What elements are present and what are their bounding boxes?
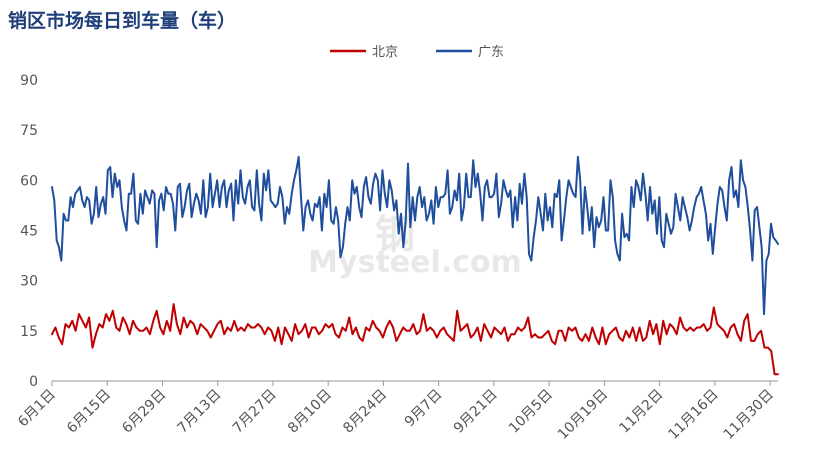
y-tick-label: 75 (20, 123, 38, 139)
y-tick-label: 0 (29, 374, 38, 390)
y-tick-label: 90 (20, 73, 38, 89)
x-tick-label: 9月7日 (402, 387, 446, 431)
watermark-glyph: 钢 (375, 212, 415, 258)
legend: 北京 广东 (330, 45, 504, 60)
x-tick-label: 9月21日 (451, 387, 501, 437)
legend-label-1: 北京 (372, 45, 398, 60)
watermark-text: Mysteel.com (308, 245, 522, 280)
chart-title: 销区市场每日到车量（车） (8, 10, 237, 32)
x-tick-label: 8月10日 (285, 387, 335, 437)
x-tick-label: 7月13日 (175, 387, 225, 437)
series-layer (51, 155, 779, 376)
y-tick-label: 45 (20, 224, 38, 240)
x-tick-label: 8月24日 (340, 387, 390, 437)
y-tick-label: 15 (20, 324, 38, 340)
x-tick-label: 10月5日 (506, 387, 556, 437)
x-tick-label: 6月29日 (119, 387, 169, 437)
y-tick-label: 60 (20, 173, 38, 189)
x-tick-label: 11月30日 (721, 387, 777, 443)
x-tick-label: 6月1日 (15, 387, 59, 431)
y-axis: 0 15 30 45 60 75 90 (20, 73, 38, 390)
x-tick-label: 11月2日 (616, 387, 666, 437)
series-line-2 (51, 155, 779, 316)
x-tick-label: 6月15日 (64, 387, 114, 437)
x-tick-label: 10月19日 (555, 387, 611, 443)
y-tick-label: 30 (20, 274, 38, 290)
x-axis: 6月1日 6月15日 6月29日 7月13日 7月27日 8月10日 8月24日 9月7日 9月… (15, 380, 778, 443)
legend-label-2: 广东 (478, 45, 504, 60)
x-tick-label: 11月16日 (665, 387, 721, 443)
x-tick-label: 7月27日 (230, 387, 280, 437)
series-line-1 (51, 303, 779, 376)
